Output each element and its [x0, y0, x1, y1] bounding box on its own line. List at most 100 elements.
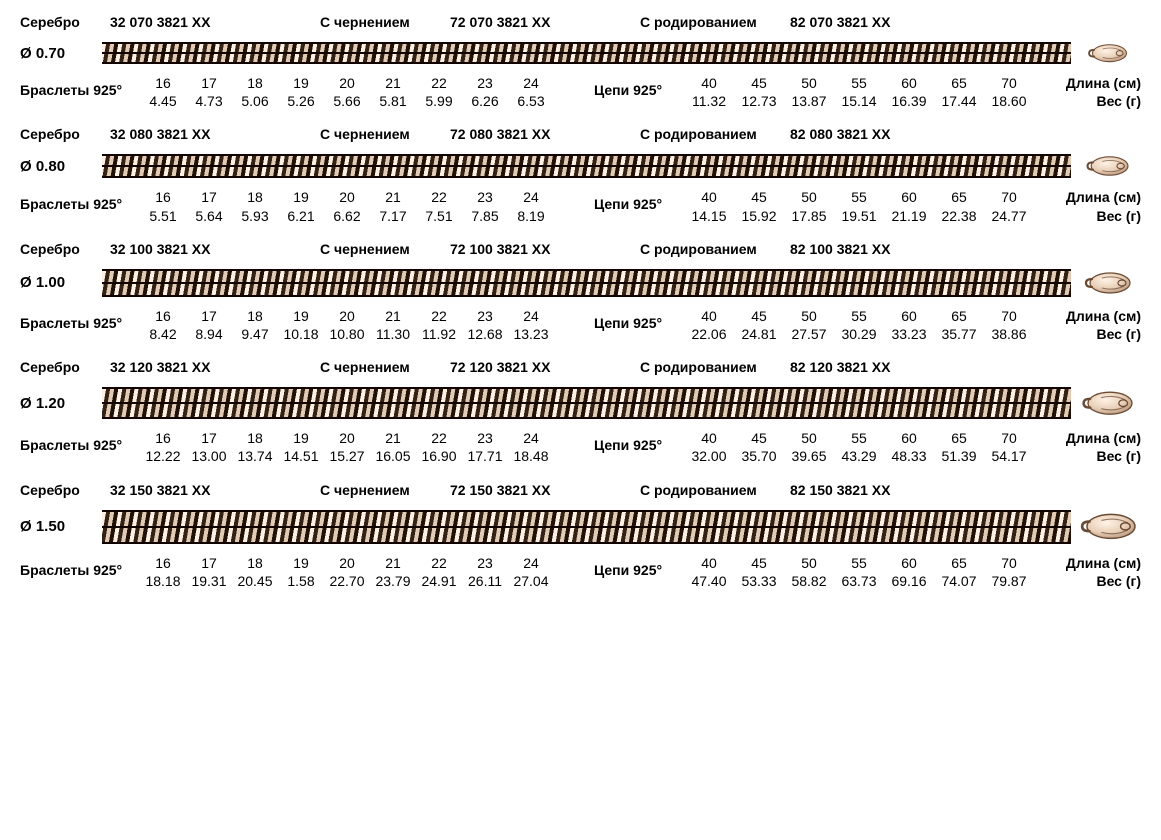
units: Длина (см) Вес (г) — [1041, 188, 1141, 224]
clasp — [1071, 390, 1141, 416]
label-bracelets: Браслеты 925° — [20, 74, 140, 98]
bracelet-col: 18 20.45 — [232, 554, 278, 590]
diameter: Ø 1.00 — [20, 274, 102, 291]
chain-col: 60 48.33 — [884, 429, 934, 465]
bracelet-col: 16 5.51 — [140, 188, 186, 224]
bracelet-col: 19 14.51 — [278, 429, 324, 465]
bracelet-cols: 16 8.42 17 8.94 18 9.47 19 10.18 20 10.8… — [140, 307, 554, 343]
code-black: 72 080 3821 XX — [450, 126, 590, 142]
bracelet-cols: 16 5.51 17 5.64 18 5.93 19 6.21 20 6.62 … — [140, 188, 554, 224]
bracelet-col: 21 23.79 — [370, 554, 416, 590]
chain-col: 70 54.17 — [984, 429, 1034, 465]
clasp — [1071, 43, 1141, 63]
bracelet-col: 16 8.42 — [140, 307, 186, 343]
label-silver: Серебро — [20, 14, 110, 30]
bracelet-col: 18 9.47 — [232, 307, 278, 343]
label-blackened: С чернением — [320, 241, 450, 257]
clasp — [1071, 271, 1141, 295]
bracelet-col: 23 6.26 — [462, 74, 508, 110]
label-blackened: С чернением — [320, 359, 450, 375]
label-silver: Серебро — [20, 241, 110, 257]
chain-col: 45 12.73 — [734, 74, 784, 110]
bracelet-col: 17 4.73 — [186, 74, 232, 110]
label-bracelets: Браслеты 925° — [20, 307, 140, 331]
chain-col: 60 33.23 — [884, 307, 934, 343]
codes-row: Серебро 32 070 3821 XX С чернением 72 07… — [20, 12, 1141, 36]
chain-col: 40 47.40 — [684, 554, 734, 590]
codes-row: Серебро 32 150 3821 XX С чернением 72 15… — [20, 480, 1141, 504]
code-silver: 32 120 3821 XX — [110, 359, 250, 375]
chain-row: Ø 1.20 — [20, 385, 1141, 421]
bracelet-col: 22 16.90 — [416, 429, 462, 465]
chain-cols: 40 32.00 45 35.70 50 39.65 55 43.29 60 4… — [684, 429, 1034, 465]
code-black: 72 120 3821 XX — [450, 359, 590, 375]
bracelet-col: 20 6.62 — [324, 188, 370, 224]
bracelet-col: 23 26.11 — [462, 554, 508, 590]
code-rhod: 82 120 3821 XX — [790, 359, 930, 375]
bracelet-col: 19 5.26 — [278, 74, 324, 110]
bracelet-col: 24 18.48 — [508, 429, 554, 465]
bracelet-cols: 16 12.22 17 13.00 18 13.74 19 14.51 20 1… — [140, 429, 554, 465]
chain-col: 45 15.92 — [734, 188, 784, 224]
clasp-icon — [1082, 155, 1130, 177]
chain-row: Ø 0.80 — [20, 152, 1141, 180]
data-row: Браслеты 925° 16 5.51 17 5.64 18 5.93 19… — [20, 184, 1141, 234]
chain-col: 65 17.44 — [934, 74, 984, 110]
clasp-icon — [1084, 43, 1128, 63]
chain-cols: 40 22.06 45 24.81 50 27.57 55 30.29 60 3… — [684, 307, 1034, 343]
chain-image — [102, 154, 1071, 178]
bracelet-col: 24 6.53 — [508, 74, 554, 110]
bracelet-cols: 16 18.18 17 19.31 18 20.45 19 1.58 20 22… — [140, 554, 554, 590]
chain-image — [102, 510, 1071, 544]
label-silver: Серебро — [20, 359, 110, 375]
bracelet-col: 16 18.18 — [140, 554, 186, 590]
chain-col: 50 17.85 — [784, 188, 834, 224]
label-blackened: С чернением — [320, 14, 450, 30]
chain-col: 55 19.51 — [834, 188, 884, 224]
label-rhodium: С родированием — [640, 241, 790, 257]
label-chains: Цепи 925° — [594, 429, 684, 453]
clasp — [1071, 155, 1141, 177]
chain-col: 40 32.00 — [684, 429, 734, 465]
chain-col: 70 79.87 — [984, 554, 1034, 590]
chain-col: 70 38.86 — [984, 307, 1034, 343]
chain-col: 40 14.15 — [684, 188, 734, 224]
bracelet-col: 24 27.04 — [508, 554, 554, 590]
chain-col: 60 21.19 — [884, 188, 934, 224]
bracelet-col: 19 10.18 — [278, 307, 324, 343]
bracelet-col: 24 8.19 — [508, 188, 554, 224]
bracelet-col: 22 7.51 — [416, 188, 462, 224]
bracelet-col: 23 17.71 — [462, 429, 508, 465]
chain-col: 55 43.29 — [834, 429, 884, 465]
data-row: Браслеты 925° 16 18.18 17 19.31 18 20.45… — [20, 550, 1141, 600]
chain-col: 65 51.39 — [934, 429, 984, 465]
label-blackened: С чернением — [320, 482, 450, 498]
bracelet-cols: 16 4.45 17 4.73 18 5.06 19 5.26 20 5.66 … — [140, 74, 554, 110]
bracelet-col: 16 4.45 — [140, 74, 186, 110]
bracelet-col: 20 10.80 — [324, 307, 370, 343]
chain-row: Ø 0.70 — [20, 40, 1141, 66]
chain-col: 70 18.60 — [984, 74, 1034, 110]
label-chains: Цепи 925° — [594, 307, 684, 331]
bracelet-col: 17 19.31 — [186, 554, 232, 590]
label-silver: Серебро — [20, 482, 110, 498]
label-rhodium: С родированием — [640, 126, 790, 142]
clasp-icon — [1075, 512, 1137, 541]
chain-row: Ø 1.00 — [20, 267, 1141, 299]
chain-cols: 40 11.32 45 12.73 50 13.87 55 15.14 60 1… — [684, 74, 1034, 110]
clasp-icon — [1080, 271, 1132, 295]
bracelet-col: 19 6.21 — [278, 188, 324, 224]
bracelet-col: 20 5.66 — [324, 74, 370, 110]
chain-col: 55 30.29 — [834, 307, 884, 343]
bracelet-col: 21 7.17 — [370, 188, 416, 224]
chain-col: 55 63.73 — [834, 554, 884, 590]
chain-cols: 40 14.15 45 15.92 50 17.85 55 19.51 60 2… — [684, 188, 1034, 224]
units: Длина (см) Вес (г) — [1041, 554, 1141, 590]
label-silver: Серебро — [20, 126, 110, 142]
code-rhod: 82 070 3821 XX — [790, 14, 930, 30]
label-rhodium: С родированием — [640, 359, 790, 375]
codes-row: Серебро 32 120 3821 XX С чернением 72 12… — [20, 357, 1141, 381]
chain-col: 45 53.33 — [734, 554, 784, 590]
diameter: Ø 1.20 — [20, 395, 102, 412]
label-chains: Цепи 925° — [594, 74, 684, 98]
